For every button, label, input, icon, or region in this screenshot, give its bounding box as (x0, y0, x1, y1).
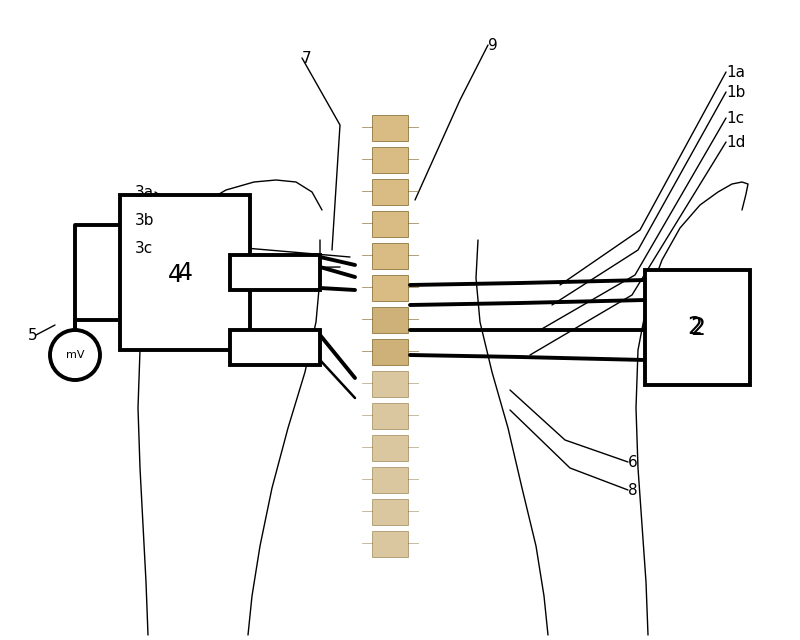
Text: 3b: 3b (135, 212, 154, 227)
Text: 4: 4 (167, 263, 182, 287)
Bar (372, 275, 408, 301)
Text: 4: 4 (178, 260, 193, 285)
Text: 1b: 1b (726, 84, 746, 99)
Text: 1c: 1c (726, 111, 744, 125)
Bar (372, 179, 408, 205)
Text: 6: 6 (628, 454, 638, 470)
Text: 5: 5 (28, 328, 38, 342)
Bar (372, 307, 408, 333)
Text: 7: 7 (302, 51, 312, 65)
Bar (372, 147, 408, 173)
Text: 3c: 3c (135, 241, 154, 255)
Bar (372, 403, 408, 429)
Text: 9: 9 (488, 38, 498, 52)
Bar (372, 499, 408, 525)
Bar (230, 330, 320, 365)
Bar (372, 339, 408, 365)
Bar (372, 435, 408, 461)
Bar (372, 371, 408, 397)
Bar (372, 211, 408, 237)
Text: 1a: 1a (726, 65, 745, 79)
Text: mV: mV (66, 350, 84, 360)
Circle shape (50, 330, 100, 380)
Text: 2: 2 (690, 316, 705, 339)
Text: 8: 8 (628, 483, 638, 497)
Bar (645, 270, 750, 385)
Bar (372, 531, 408, 557)
Bar (120, 195, 250, 350)
Bar (372, 115, 408, 141)
Bar (372, 243, 408, 269)
Bar (230, 255, 320, 290)
Bar (372, 467, 408, 493)
Text: 2: 2 (687, 315, 702, 339)
Text: 1d: 1d (726, 134, 746, 150)
Text: 3a: 3a (135, 184, 154, 200)
